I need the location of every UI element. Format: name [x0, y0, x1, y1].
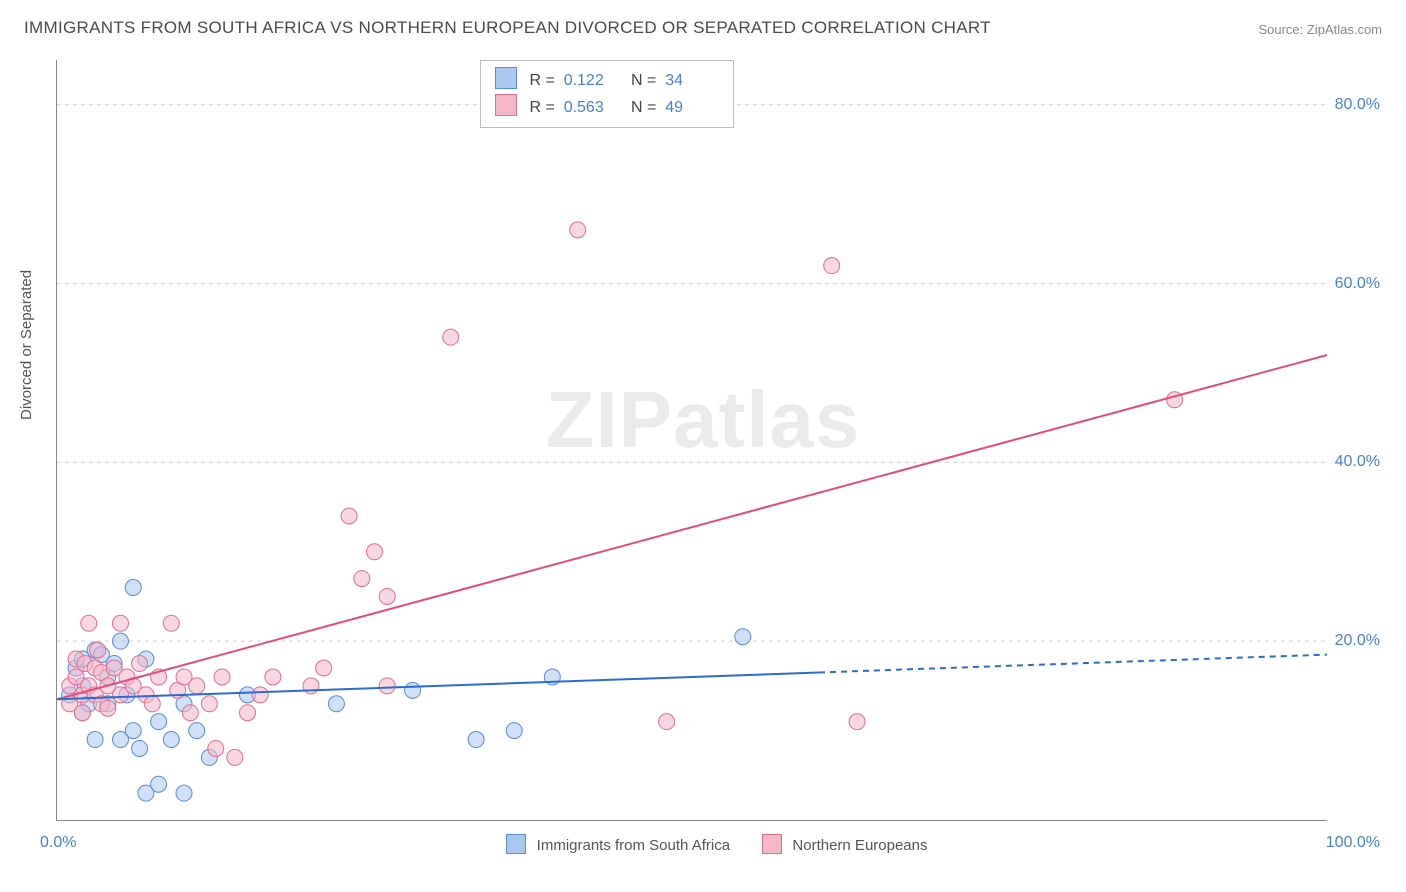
- swatch-series-a: [495, 67, 517, 89]
- plot-svg: [57, 60, 1327, 820]
- y-axis-label: Divorced or Separated: [18, 270, 35, 420]
- plot-frame: [56, 60, 1327, 821]
- y-tick-label: 40.0%: [1335, 453, 1380, 471]
- chart-area: [56, 60, 1326, 820]
- y-tick-label: 60.0%: [1335, 275, 1380, 293]
- legend-label-b: Northern Europeans: [792, 837, 927, 854]
- x-axis-max-label: 100.0%: [1326, 834, 1380, 852]
- legend-swatch-b: [762, 834, 782, 854]
- chart-title: IMMIGRANTS FROM SOUTH AFRICA VS NORTHERN…: [24, 18, 991, 38]
- stats-row-series-a: R = 0.122 N = 34: [495, 67, 719, 94]
- legend-swatch-a: [506, 834, 526, 854]
- y-tick-label: 80.0%: [1335, 96, 1380, 114]
- y-tick-label: 20.0%: [1335, 632, 1380, 650]
- legend-label-a: Immigrants from South Africa: [537, 837, 730, 854]
- stats-row-series-b: R = 0.563 N = 49: [495, 94, 719, 121]
- series-legend: Immigrants from South Africa Northern Eu…: [0, 834, 1406, 854]
- x-axis-min-label: 0.0%: [40, 834, 76, 852]
- swatch-series-b: [495, 94, 517, 116]
- source-attribution: Source: ZipAtlas.com: [1258, 22, 1382, 37]
- stats-legend: R = 0.122 N = 34 R = 0.563 N = 49: [480, 60, 734, 128]
